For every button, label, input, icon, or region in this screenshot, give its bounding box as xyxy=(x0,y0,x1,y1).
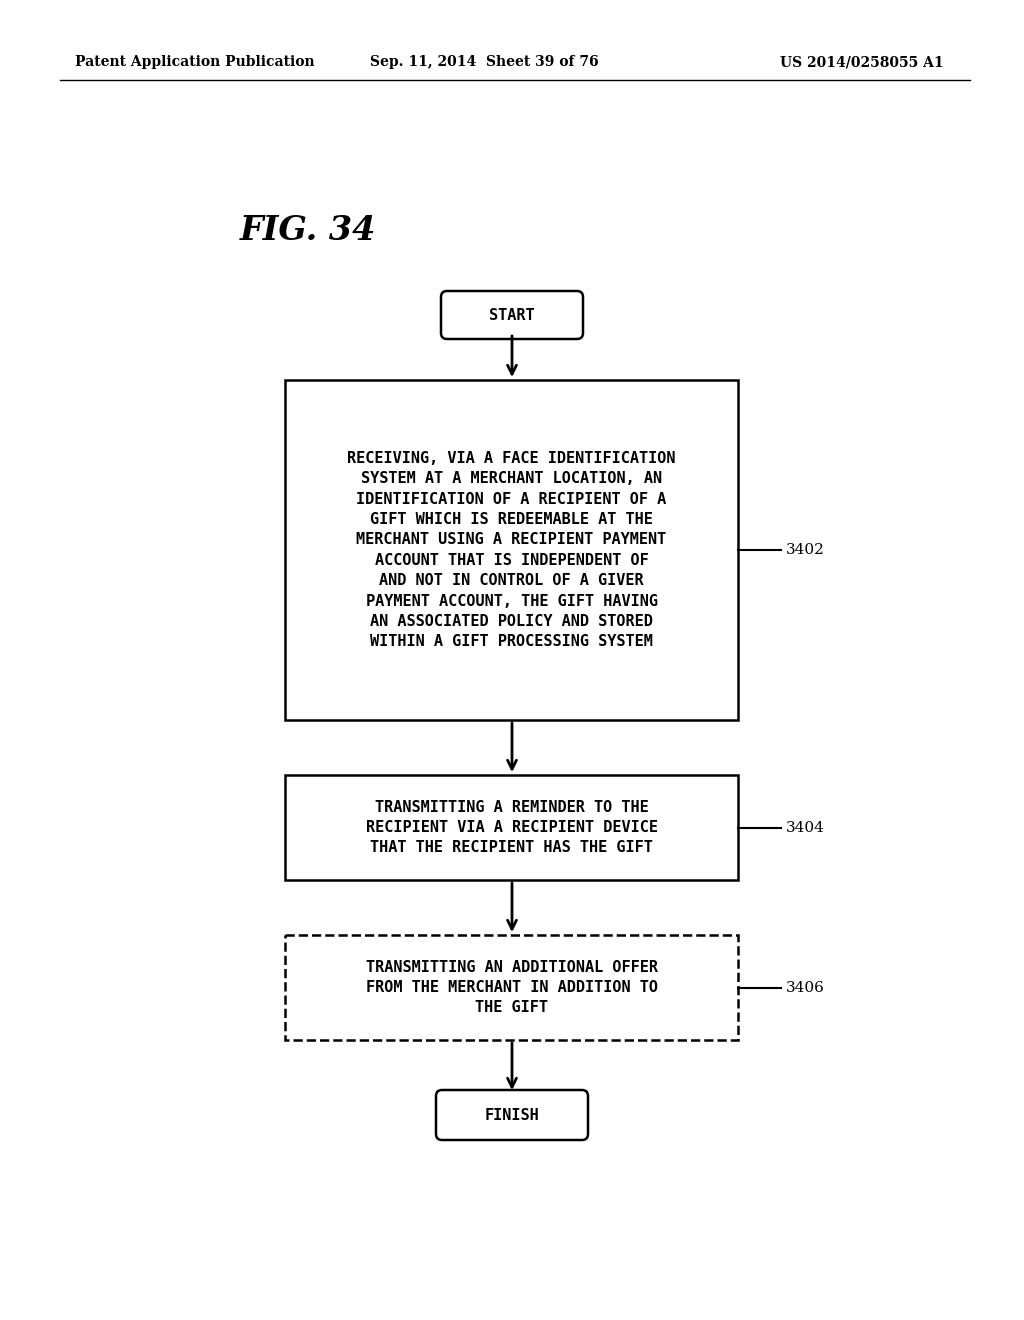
Text: TRANSMITTING AN ADDITIONAL OFFER
FROM THE MERCHANT IN ADDITION TO
THE GIFT: TRANSMITTING AN ADDITIONAL OFFER FROM TH… xyxy=(366,960,657,1015)
Text: Patent Application Publication: Patent Application Publication xyxy=(75,55,314,69)
Text: Sep. 11, 2014  Sheet 39 of 76: Sep. 11, 2014 Sheet 39 of 76 xyxy=(370,55,599,69)
Text: FINISH: FINISH xyxy=(484,1107,540,1122)
Text: US 2014/0258055 A1: US 2014/0258055 A1 xyxy=(780,55,944,69)
Text: RECEIVING, VIA A FACE IDENTIFICATION
SYSTEM AT A MERCHANT LOCATION, AN
IDENTIFIC: RECEIVING, VIA A FACE IDENTIFICATION SYS… xyxy=(347,450,676,649)
Text: START: START xyxy=(489,308,535,322)
Text: FIG. 34: FIG. 34 xyxy=(240,214,377,247)
FancyBboxPatch shape xyxy=(441,290,583,339)
Text: 3404: 3404 xyxy=(786,821,825,834)
Text: TRANSMITTING A REMINDER TO THE
RECIPIENT VIA A RECIPIENT DEVICE
THAT THE RECIPIE: TRANSMITTING A REMINDER TO THE RECIPIENT… xyxy=(366,800,657,855)
FancyBboxPatch shape xyxy=(436,1090,588,1140)
Bar xyxy=(285,935,738,1040)
Bar xyxy=(285,775,738,880)
Text: 3402: 3402 xyxy=(786,543,825,557)
Text: 3406: 3406 xyxy=(786,981,825,994)
Bar xyxy=(285,380,738,719)
